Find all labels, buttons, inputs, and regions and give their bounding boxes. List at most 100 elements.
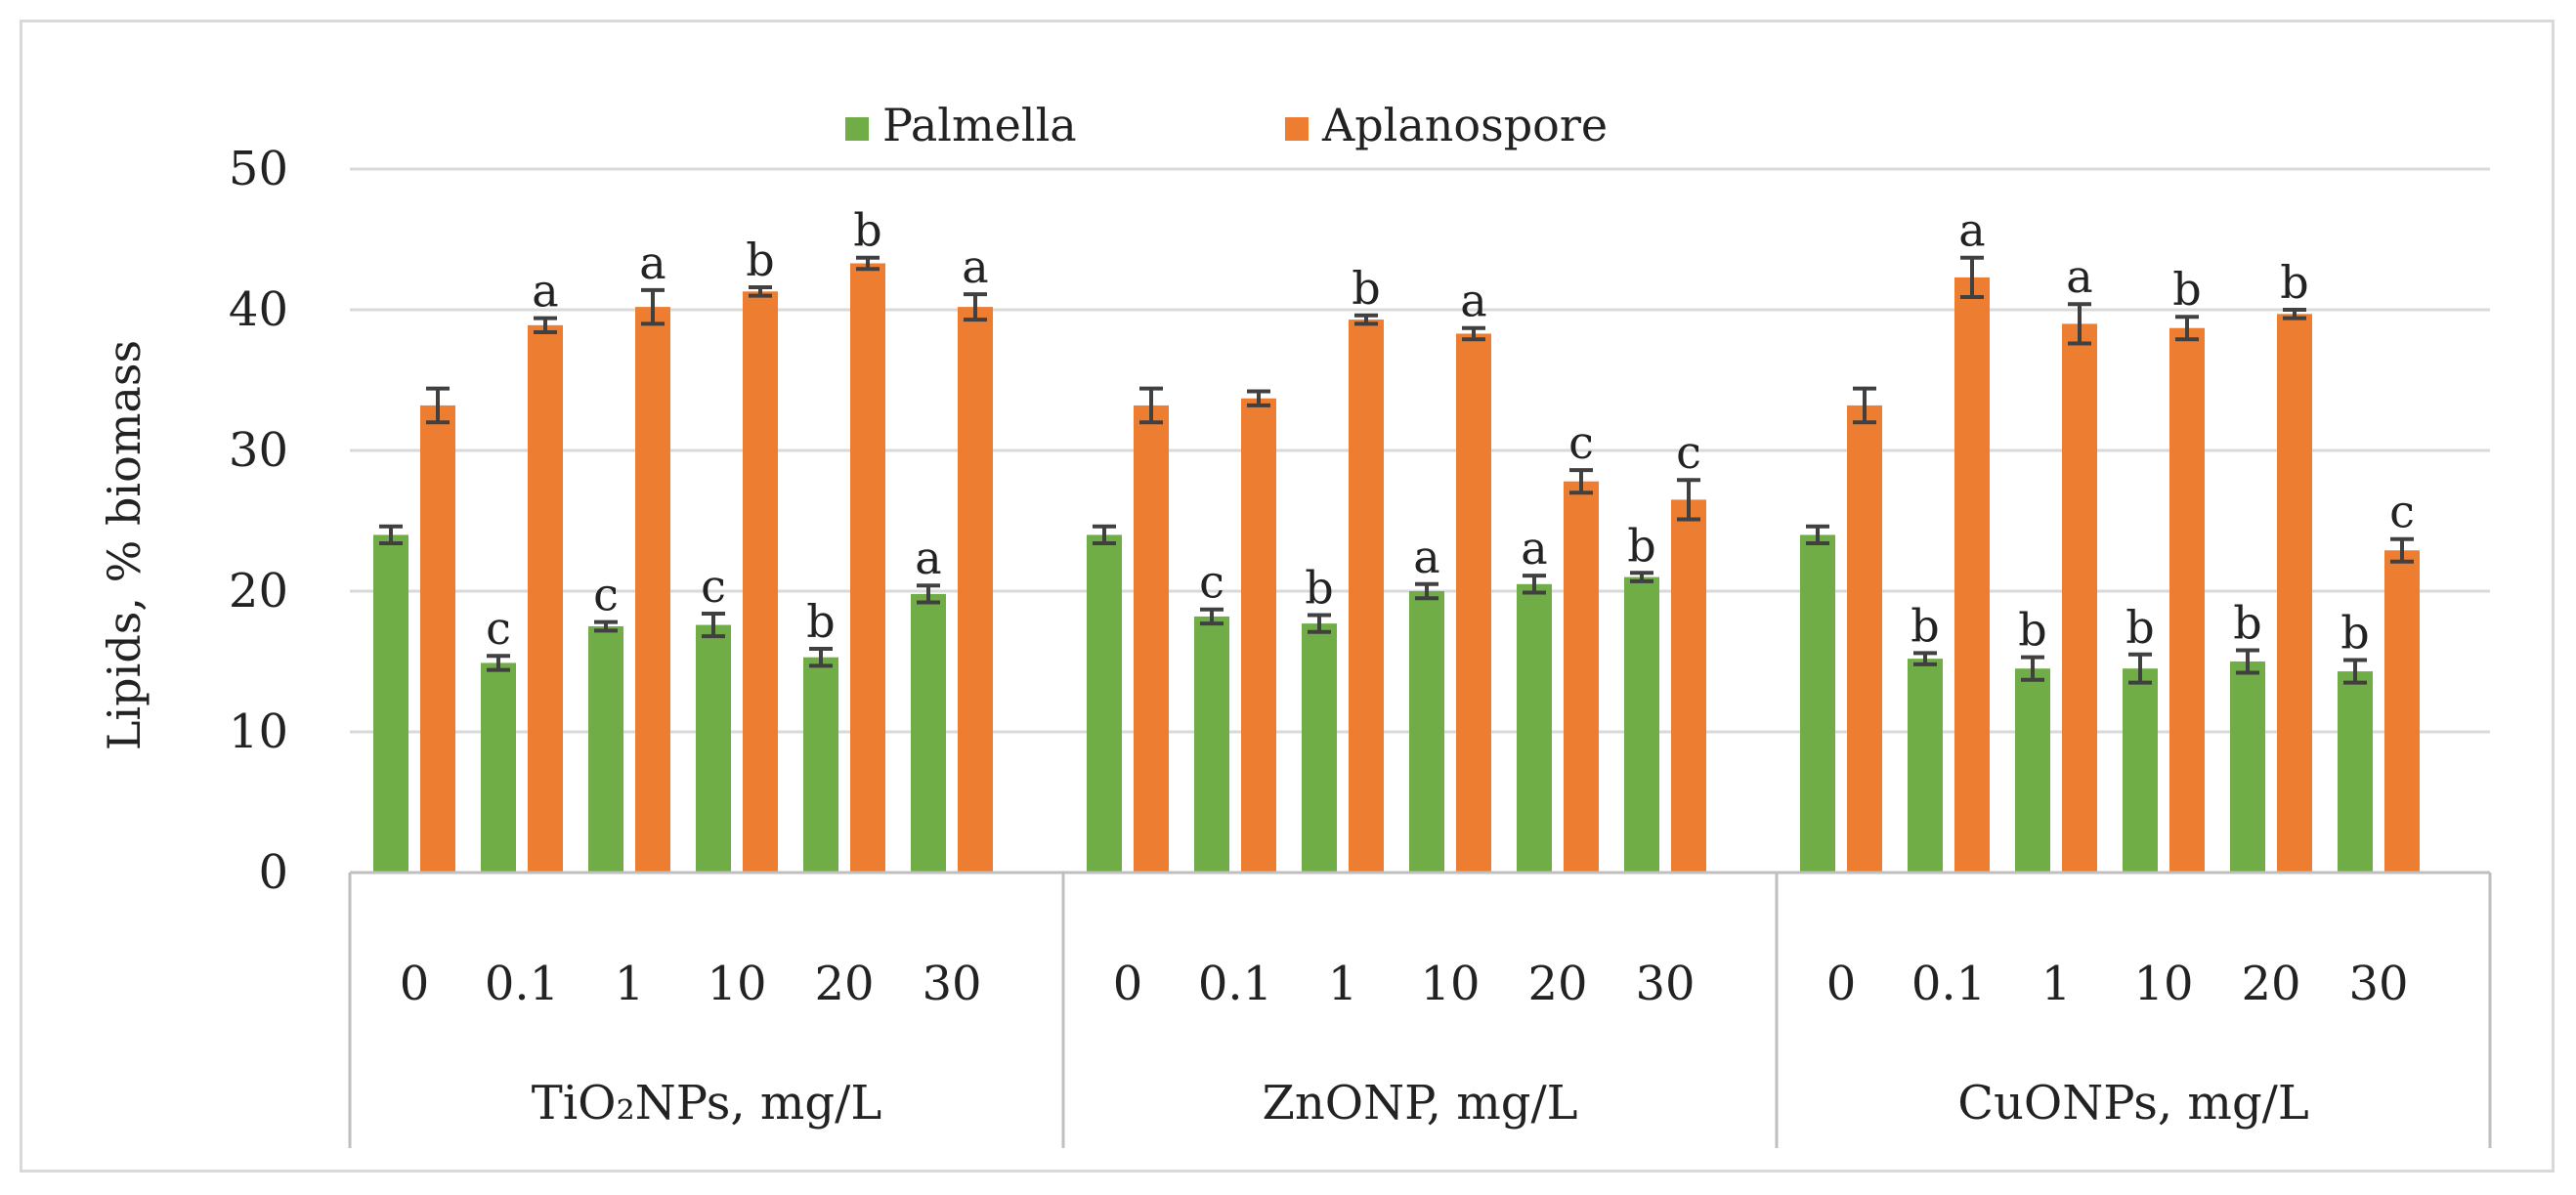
x-category-label: 0 — [1826, 957, 1857, 1011]
bar-aplanospore — [635, 307, 670, 873]
x-category-label: 1 — [615, 957, 645, 1011]
significance-letter: c — [486, 602, 511, 655]
legend-label-aplanospore: Aplanospore — [1321, 99, 1608, 151]
significance-letter: b — [746, 234, 774, 286]
significance-letter: b — [806, 595, 835, 648]
significance-letter: b — [2018, 604, 2046, 657]
significance-letter: c — [701, 560, 726, 613]
significance-letter: c — [1676, 426, 1701, 479]
bar-aplanospore — [850, 263, 885, 873]
bar-palmella — [1624, 576, 1659, 873]
significance-letter: a — [639, 236, 665, 289]
significance-letter: b — [2125, 601, 2154, 654]
y-tick-label: 40 — [229, 282, 288, 337]
significance-letter: a — [532, 265, 558, 318]
x-category-label: 0.1 — [485, 957, 559, 1011]
y-tick-label: 50 — [229, 142, 288, 196]
bar-aplanospore — [1349, 320, 1384, 874]
significance-letter: a — [1460, 275, 1486, 327]
bar-aplanospore — [1456, 333, 1491, 874]
legend-label-palmella: Palmella — [882, 99, 1077, 151]
bar-aplanospore — [2169, 327, 2205, 874]
significance-letter: a — [1958, 204, 1985, 257]
bar-palmella — [2338, 671, 2373, 873]
significance-letter: c — [1199, 556, 1224, 609]
bar-palmella — [2123, 668, 2158, 873]
y-tick-label: 30 — [229, 423, 288, 478]
significance-letter: b — [2340, 607, 2369, 660]
x-category-label: 30 — [2348, 957, 2408, 1011]
bar-palmella — [803, 657, 838, 873]
x-category-label: 10 — [2133, 957, 2193, 1011]
x-category-label: 1 — [2041, 957, 2072, 1011]
significance-letter: a — [915, 532, 941, 584]
significance-letter: b — [2280, 256, 2308, 309]
bar-palmella — [1194, 616, 1229, 873]
y-tick-label: 10 — [229, 704, 288, 759]
bar-aplanospore — [1564, 481, 1599, 873]
x-group-label: TiO₂NPs, mg/L — [532, 1076, 881, 1131]
x-category-label: 0.1 — [1911, 957, 1986, 1011]
bar-aplanospore — [1134, 405, 1169, 873]
significance-letter: c — [1568, 416, 1594, 469]
bar-palmella — [1409, 591, 1444, 873]
bar-palmella — [1087, 534, 1122, 873]
bar-palmella — [1800, 534, 1835, 873]
bar-aplanospore — [2277, 314, 2312, 873]
legend-swatch-palmella — [845, 117, 869, 141]
bar-palmella — [911, 593, 946, 873]
significance-letter: b — [1305, 561, 1333, 614]
significance-letter: a — [2066, 250, 2092, 303]
bar-aplanospore — [2384, 550, 2420, 873]
bar-aplanospore — [1671, 499, 1706, 873]
bar-aplanospore — [2062, 323, 2097, 873]
significance-letter: b — [1911, 599, 1939, 652]
x-group-label: ZnONP, mg/L — [1263, 1076, 1578, 1131]
x-category-label: 20 — [814, 957, 874, 1011]
bar-palmella — [1517, 583, 1552, 873]
significance-letter: c — [593, 569, 619, 621]
x-category-label: 0.1 — [1198, 957, 1272, 1011]
x-category-label: 20 — [1527, 957, 1587, 1011]
bar-aplanospore — [958, 307, 993, 873]
bar-aplanospore — [1847, 405, 1882, 873]
significance-letter: b — [1627, 519, 1655, 572]
x-category-label: 30 — [922, 957, 981, 1011]
x-category-label: 30 — [1635, 957, 1695, 1011]
significance-letter: a — [1521, 522, 1547, 575]
y-tick-label: 0 — [258, 845, 288, 900]
significance-letter: b — [853, 204, 881, 257]
bar-aplanospore — [743, 291, 778, 873]
significance-letter: b — [1352, 262, 1380, 315]
bar-palmella — [1908, 659, 1943, 873]
bar-palmella — [2230, 662, 2265, 873]
significance-letter: b — [2172, 263, 2201, 316]
bar-palmella — [2015, 668, 2050, 873]
legend-swatch-aplanospore — [1285, 117, 1309, 141]
x-category-label: 0 — [400, 957, 430, 1011]
x-category-label: 20 — [2241, 957, 2300, 1011]
y-tick-label: 20 — [229, 564, 288, 619]
x-category-label: 10 — [1420, 957, 1480, 1011]
bar-palmella — [1302, 623, 1337, 873]
legend: Palmella Aplanospore — [845, 99, 1608, 151]
significance-letter: a — [1413, 531, 1439, 583]
bar-aplanospore — [420, 405, 455, 873]
bar-aplanospore — [1954, 277, 1990, 873]
bar-palmella — [696, 624, 731, 873]
bar-palmella — [481, 662, 516, 873]
bar-palmella — [588, 626, 623, 873]
significance-letter: a — [962, 240, 988, 293]
x-group-label: CuONPs, mg/L — [1957, 1076, 2308, 1131]
significance-letter: c — [2389, 486, 2415, 538]
bar-aplanospore — [1241, 398, 1276, 873]
y-axis: 0 10 20 30 40 50 — [229, 142, 288, 900]
bar-aplanospore — [528, 324, 563, 874]
x-category-label: 1 — [1328, 957, 1358, 1011]
x-category-label: 0 — [1113, 957, 1143, 1011]
x-category-label: 10 — [707, 957, 766, 1011]
